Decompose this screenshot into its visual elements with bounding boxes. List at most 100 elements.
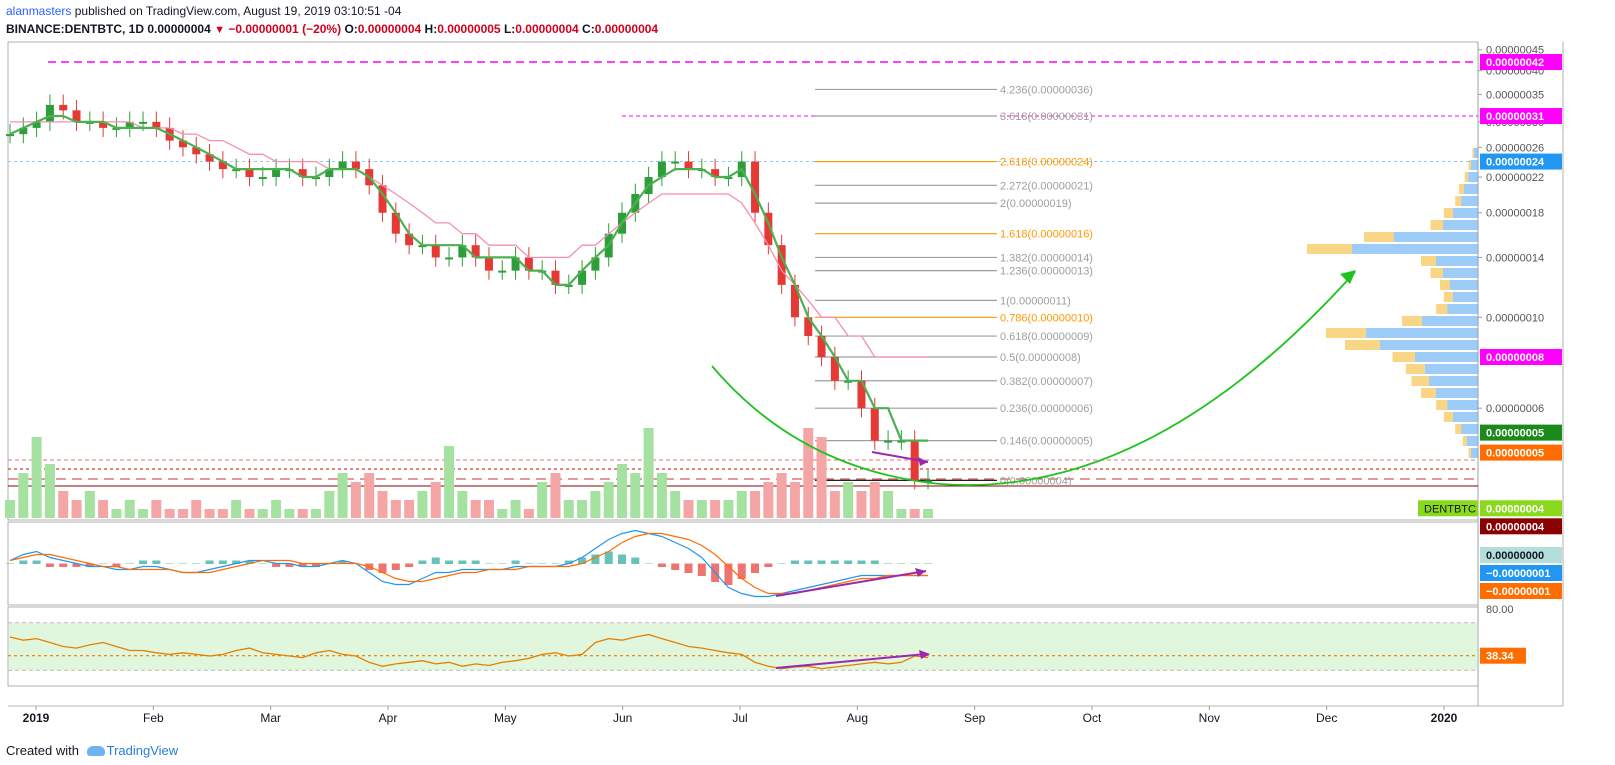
volume-profile-bar-orange-3 xyxy=(1459,184,1464,194)
candle-body-18 xyxy=(245,169,254,178)
macd-histogram-bar-18 xyxy=(245,560,254,564)
macd-divergence-arrowhead xyxy=(915,568,926,577)
candle-body-66 xyxy=(884,440,893,443)
candle-body-28 xyxy=(378,185,387,213)
volume-profile-bar-orange-1 xyxy=(1468,160,1471,170)
macd-value-bg-2 xyxy=(1480,583,1562,599)
candle-body-32 xyxy=(431,245,440,258)
macd-histogram-bar-13 xyxy=(178,563,187,564)
candle-body-34 xyxy=(458,245,467,258)
tradingview-link[interactable]: TradingView xyxy=(106,743,179,758)
macd-histogram-bar-29 xyxy=(391,563,400,570)
candle-body-39 xyxy=(524,257,533,271)
volume-bar-47 xyxy=(630,473,641,518)
volume-bar-35 xyxy=(470,500,481,518)
volume-profile-bar-blue-15 xyxy=(1366,328,1478,338)
volume-profile-bar-orange-18 xyxy=(1405,364,1425,374)
macd-histogram-bar-21 xyxy=(285,563,294,567)
volume-bar-8 xyxy=(111,509,122,518)
candle-body-59 xyxy=(790,284,799,318)
y-tick-label-9: 0.00000006 xyxy=(1486,403,1544,415)
macd-histogram-bar-61 xyxy=(817,560,826,564)
low-value: 0.00000004 xyxy=(515,22,579,36)
candle-body-50 xyxy=(671,161,680,164)
macd-histogram-bar-10 xyxy=(139,560,148,564)
price-label-text-6: 0.00000004 xyxy=(1486,503,1545,515)
rsi-value-text: 38.34 xyxy=(1486,651,1514,663)
macd-histogram-bar-39 xyxy=(524,563,533,564)
fib-level-label-9: 0.786(0.00000010) xyxy=(1000,312,1093,324)
volume-bar-38 xyxy=(510,500,521,518)
macd-histogram-bar-48 xyxy=(644,563,653,564)
volume-bar-0 xyxy=(5,500,15,518)
price-label-bg-5 xyxy=(1480,444,1562,461)
candle-body-1 xyxy=(19,127,28,135)
symbol-legend: BINANCE:DENTBTC, 1D 0.00000004 ▼ −0.0000… xyxy=(6,22,658,36)
volume-bar-45 xyxy=(603,482,614,518)
macd-histogram-bar-64 xyxy=(857,560,866,564)
volume-profile-bar-blue-7 xyxy=(1394,232,1478,242)
x-tick-label-9: Oct xyxy=(1083,711,1102,725)
volume-profile-bar-orange-19 xyxy=(1411,376,1429,386)
fib-level-label-4: 2(0.00000019) xyxy=(1000,198,1072,210)
candle-body-49 xyxy=(657,161,666,178)
macd-histogram-bar-19 xyxy=(258,563,267,564)
macd-histogram-bar-11 xyxy=(152,560,161,564)
candle-body-56 xyxy=(751,161,760,213)
volume-bar-59 xyxy=(789,482,800,518)
rsi-band xyxy=(9,622,1477,671)
volume-profile-bar-orange-4 xyxy=(1455,196,1462,206)
published-text: published on TradingView.com, August 19,… xyxy=(74,4,402,18)
volume-bar-16 xyxy=(217,509,228,518)
macd-histogram-bar-66 xyxy=(884,563,893,564)
macd-histogram-bar-42 xyxy=(564,560,573,564)
volume-bar-21 xyxy=(284,509,295,518)
macd-value-text-0: 0.00000000 xyxy=(1486,550,1544,562)
volume-profile-bar-orange-14 xyxy=(1402,316,1422,326)
macd-histogram-bar-54 xyxy=(724,563,733,585)
volume-bar-50 xyxy=(670,491,681,518)
y-tick-label-4: 0.00000026 xyxy=(1486,142,1544,154)
macd-histogram-bar-41 xyxy=(551,563,560,564)
volume-bar-27 xyxy=(364,473,375,518)
macd-histogram-bar-25 xyxy=(338,560,347,564)
fib-level-label-7: 1.236(0.00000013) xyxy=(1000,266,1093,278)
y-tick-label-7: 0.00000014 xyxy=(1486,252,1544,264)
candle-body-19 xyxy=(258,177,267,180)
candle-body-37 xyxy=(498,270,507,273)
price-label-bg-2 xyxy=(1480,153,1562,170)
volume-bar-44 xyxy=(590,491,601,518)
rsi-line xyxy=(9,633,929,670)
candle-body-0 xyxy=(6,134,14,137)
macd-histogram-bar-31 xyxy=(418,560,427,564)
rsi-divergence-arrowhead xyxy=(919,650,930,659)
author-link[interactable]: alanmasters xyxy=(6,4,72,18)
macd-histogram-bar-35 xyxy=(471,560,480,564)
volume-profile-bar-blue-1 xyxy=(1471,160,1478,170)
macd-histogram-bar-7 xyxy=(99,563,108,564)
macd-histogram-bar-56 xyxy=(751,563,760,573)
macd-histogram-bar-45 xyxy=(604,551,613,564)
candle-body-30 xyxy=(405,233,414,246)
x-tick-label-7: Aug xyxy=(847,711,868,725)
macd-histogram-bar-47 xyxy=(631,557,640,564)
price-label-text-1: 0.00000031 xyxy=(1486,111,1544,123)
volume-bar-25 xyxy=(337,473,348,518)
symbol-name[interactable]: BINANCE:DENTBTC, 1D xyxy=(6,22,144,36)
candle-body-41 xyxy=(551,270,560,285)
x-tick-label-10: Nov xyxy=(1199,711,1220,725)
x-tick-label-2: Mar xyxy=(260,711,281,725)
candle-body-25 xyxy=(338,161,347,170)
volume-bar-34 xyxy=(457,491,468,518)
volume-profile-bar-orange-8 xyxy=(1307,244,1352,254)
x-tick-label-5: Jun xyxy=(613,711,632,725)
volume-bar-26 xyxy=(350,482,361,518)
y-tick-label-2: 0.00000035 xyxy=(1486,89,1544,101)
volume-profile-bar-orange-20 xyxy=(1421,388,1436,398)
candle-body-13 xyxy=(178,140,187,148)
candle-body-11 xyxy=(152,121,161,128)
fib-level-label-11: 0.5(0.00000008) xyxy=(1000,352,1081,364)
y-tick-label-5: 0.00000022 xyxy=(1486,172,1544,184)
candle-body-65 xyxy=(870,408,879,441)
